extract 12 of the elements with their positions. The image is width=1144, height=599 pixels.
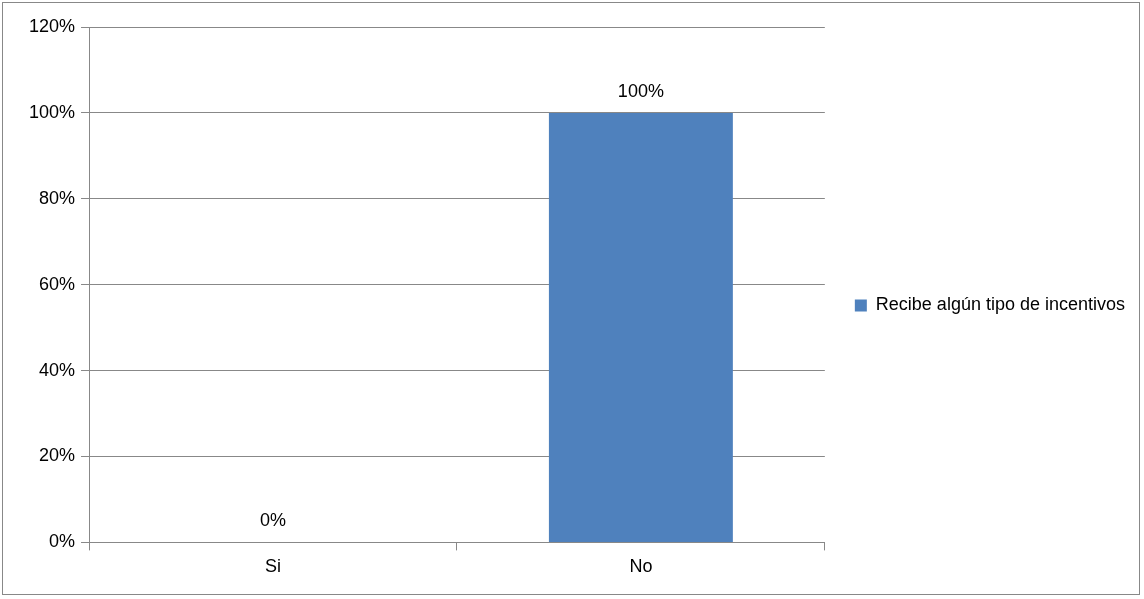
data-label: 0% — [259, 510, 286, 531]
y-tick-label: 40% — [39, 359, 76, 380]
y-tick-label: 60% — [39, 273, 76, 294]
y-tick-label: 100% — [28, 101, 76, 122]
y-tick-label: 120% — [28, 15, 76, 36]
y-tick-label: 20% — [39, 445, 76, 466]
x-tick-label: Si — [264, 556, 281, 577]
y-tick-label: 80% — [39, 187, 76, 208]
y-tick-label: 0% — [49, 531, 76, 552]
x-tick-label: No — [629, 556, 653, 577]
legend-label: Recibe algún tipo de incentivos — [875, 294, 1126, 315]
data-label: 100% — [617, 80, 664, 101]
